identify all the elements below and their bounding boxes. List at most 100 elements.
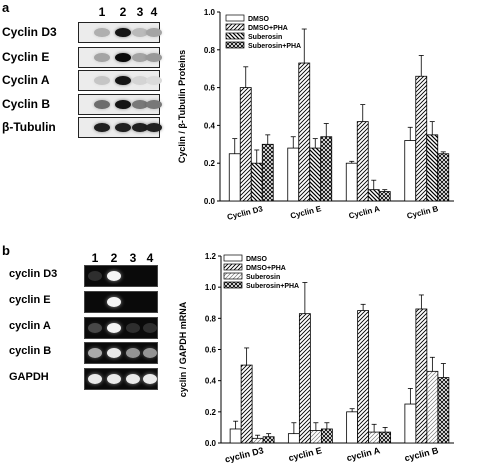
blot-band — [126, 348, 140, 358]
legend-swatch — [225, 14, 245, 22]
blot-band — [94, 52, 110, 63]
bar — [229, 428, 242, 444]
y-tick-label: 0.2 — [205, 408, 217, 417]
x-tick-label: cyclin E — [287, 445, 322, 463]
legend-label: Suberosin — [246, 274, 280, 281]
blot-row-label: cyclin D3 — [9, 268, 58, 280]
legend-swatch — [223, 281, 243, 289]
bar — [368, 431, 381, 444]
bar — [415, 308, 428, 444]
panel-b-letter: b — [2, 243, 10, 258]
y-tick-label: 0.6 — [205, 346, 217, 355]
blot-strip — [84, 368, 158, 390]
blot-band — [115, 52, 131, 63]
bar — [437, 377, 450, 444]
blot-band — [146, 75, 162, 86]
y-tick-label: 1.0 — [205, 283, 217, 292]
blot-band — [88, 348, 102, 358]
y-tick-label: 0.4 — [204, 121, 216, 130]
y-tick-label: 0.8 — [205, 314, 217, 323]
legend-label: DMSO — [246, 256, 268, 263]
blot-band — [115, 99, 131, 110]
legend-swatch — [223, 263, 243, 271]
panel-a-letter: a — [2, 0, 10, 15]
blot-band — [146, 122, 162, 133]
blot-row-label: GAPDH — [9, 371, 49, 383]
bar — [251, 437, 264, 444]
blot-band — [107, 323, 121, 333]
bar — [320, 428, 333, 444]
lane-label: 4 — [150, 5, 158, 19]
blot-band — [143, 323, 157, 333]
bar — [379, 431, 392, 444]
bar — [298, 313, 311, 444]
blot-band — [146, 52, 162, 63]
legend-label: Suberosin+PHA — [246, 283, 299, 290]
x-tick-label: cyclin D3 — [224, 445, 265, 464]
bar — [240, 364, 253, 444]
legend-label: DMSO+PHA — [248, 25, 288, 32]
blot-row-label: cyclin E — [9, 294, 51, 306]
blot-row-label: Cyclin A — [2, 72, 50, 87]
lane-label: 3 — [136, 5, 144, 19]
blot-band — [94, 27, 110, 38]
lane-label: 2 — [110, 251, 118, 265]
y-axis-label: cyclin / GAPDH mRNA — [178, 301, 188, 397]
legend-swatch — [225, 32, 245, 40]
blot-band — [132, 75, 148, 86]
bar — [262, 436, 275, 444]
blot-band — [115, 75, 131, 86]
blot-band — [143, 374, 157, 384]
blot-band — [107, 271, 121, 281]
blot-band — [88, 271, 102, 281]
bar — [287, 433, 300, 444]
legend-swatch — [225, 23, 245, 31]
legend-swatch — [223, 272, 243, 280]
bar — [357, 310, 370, 444]
blot-band — [115, 122, 131, 133]
blot-band — [107, 348, 121, 358]
blot-band — [94, 75, 110, 86]
legend-swatch — [223, 254, 243, 262]
blot-row-label: Cyclin B — [2, 96, 51, 111]
y-tick-label: 0.4 — [205, 377, 217, 386]
x-tick-label: cyclin B — [403, 445, 439, 463]
lane-label: 3 — [129, 251, 137, 265]
legend-label: Suberosin+PHA — [248, 43, 301, 50]
y-tick-label: 0.6 — [204, 84, 216, 93]
blot-band — [94, 122, 110, 133]
blot-band — [132, 27, 148, 38]
y-axis-label: Cyclin / β-Tubulin Proteins — [177, 50, 187, 163]
y-tick-label: 0.8 — [204, 46, 216, 55]
blot-band — [146, 27, 162, 38]
legend-swatch — [225, 41, 245, 49]
blot-band — [132, 122, 148, 133]
legend-label: DMSO — [248, 16, 270, 23]
blot-band — [132, 52, 148, 63]
bar — [346, 411, 359, 444]
blot-band — [107, 297, 121, 307]
blot-row-label: Cyclin E — [2, 49, 50, 64]
blot-row-label: cyclin B — [9, 345, 52, 357]
bar — [404, 403, 417, 444]
legend-label: DMSO+PHA — [246, 265, 286, 272]
y-tick-label: 0.0 — [205, 439, 217, 448]
blot-band — [88, 374, 102, 384]
x-tick-label: cyclin A — [346, 445, 382, 463]
blot-strip — [84, 342, 158, 364]
lane-label: 4 — [146, 251, 154, 265]
blot-row-label: cyclin A — [9, 320, 51, 332]
blot-band — [115, 27, 131, 38]
blot-band — [146, 99, 162, 110]
lane-label: 1 — [98, 5, 106, 19]
blot-band — [132, 99, 148, 110]
legend-label: Suberosin — [248, 34, 282, 41]
y-tick-label: 1.2 — [205, 252, 217, 261]
y-tick-label: 1.0 — [204, 8, 216, 17]
lane-label: 2 — [119, 5, 127, 19]
bar — [309, 430, 322, 444]
blot-band — [88, 323, 102, 333]
y-tick-label: 0.0 — [204, 197, 216, 206]
